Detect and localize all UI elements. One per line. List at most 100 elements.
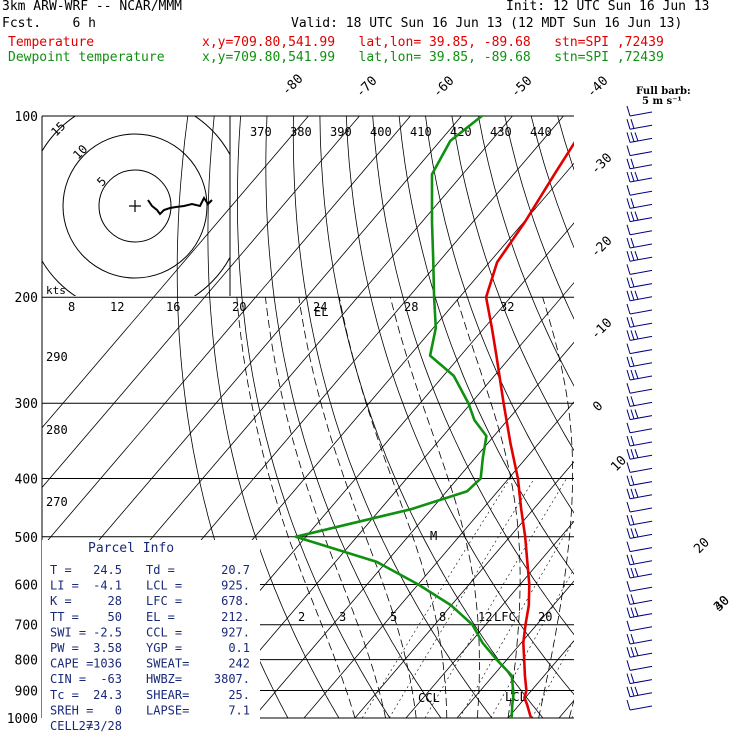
theta-label: 370 <box>250 125 272 139</box>
wind-barb <box>629 230 653 236</box>
isotherm-label: -60 <box>430 74 457 101</box>
mixing-ratio-label: 20 <box>232 300 246 314</box>
wind-barb-feather <box>634 528 639 538</box>
wind-barb-feather <box>626 699 631 711</box>
wind-barb-feather <box>626 488 631 499</box>
parcel-value: 24.3 <box>93 688 122 702</box>
level-annotation-lcl: LCL <box>505 690 527 704</box>
isotherm-label: 20 <box>691 535 713 557</box>
level-annotation-el: EL <box>314 305 328 319</box>
hodograph-ring-label: 10 <box>70 142 90 162</box>
wind-barb-feather <box>626 581 631 592</box>
wind-barb-feather <box>626 475 631 486</box>
pressure-label-800: 800 <box>15 654 38 669</box>
pressure-label-300: 300 <box>15 397 38 412</box>
wind-barb-feather <box>626 515 631 526</box>
temperature-trace <box>484 141 574 719</box>
parcel-value: SWI = <box>50 625 86 639</box>
wind-barb-feather <box>634 369 639 379</box>
moist-adiabat <box>339 297 448 718</box>
wind-barb-feather <box>630 171 635 182</box>
wind-barb-feather <box>626 462 631 473</box>
mixing-ratio-label: 32 <box>500 300 514 314</box>
wind-barb-feather <box>630 198 635 208</box>
wind-barb-feather <box>630 132 635 142</box>
parcel-value: 7.1 <box>228 703 250 717</box>
isotherm <box>42 116 309 429</box>
dewpoint-trace <box>294 116 515 719</box>
parcel-value: -2.5 <box>93 625 122 639</box>
pressure-label-500: 500 <box>15 531 38 546</box>
wind-barb <box>629 665 653 671</box>
parcel-value: LAPSE= <box>146 703 189 717</box>
wind-barb-feather <box>630 409 635 420</box>
wind-barb <box>629 547 653 553</box>
wind-barb-feather <box>630 356 635 367</box>
wind-barb-feather <box>626 343 631 354</box>
parcel-value: 925. <box>221 579 250 593</box>
parcel-value: 678. <box>221 594 250 608</box>
wind-barb-feather <box>630 475 635 486</box>
mixing-ratio-label: 8 <box>68 300 75 314</box>
isotherm-label: -80 <box>279 72 306 99</box>
theta-label: 440 <box>530 125 552 139</box>
wind-barb <box>629 626 653 632</box>
parcel-title: Parcel Info <box>88 541 174 556</box>
theta-label: 430 <box>490 125 512 139</box>
mixing-ratio-label: 24 <box>313 300 327 314</box>
isotherm-label: 10 <box>608 453 630 475</box>
parcel-value: 212. <box>221 610 250 624</box>
parcel-value: LCL = <box>146 579 182 593</box>
wind-barb-feather <box>630 528 635 538</box>
sounding-traces <box>294 116 574 719</box>
wind-barb-feather <box>630 647 635 657</box>
wind-barb <box>629 388 653 394</box>
wind-barb-feather <box>634 132 639 142</box>
wind-barb <box>629 705 653 711</box>
wind-barb-feather <box>626 647 631 658</box>
wind-barb-feather <box>630 435 635 446</box>
wind-barb-feather <box>630 673 635 684</box>
isotherm-label: -40 <box>584 74 611 101</box>
mixing-ratio-label: 16 <box>166 300 180 314</box>
wind-barb-feather <box>626 303 631 315</box>
theta-label: 410 <box>410 125 432 139</box>
wind-barb-feather <box>626 528 631 539</box>
dry-adiabat <box>345 116 574 696</box>
parcel-value: 0 <box>115 703 122 717</box>
legend-temperature: Temperature <box>8 35 95 50</box>
parcel-value: TT = <box>50 610 79 624</box>
parcel-value: Tc = <box>50 688 79 702</box>
parcel-value: 1036 <box>93 657 122 671</box>
parcel-value: CELL = <box>50 719 93 733</box>
wind-barb-feather <box>626 633 631 645</box>
wind-barb-feather <box>626 132 631 143</box>
dry-adiabat <box>584 116 740 718</box>
wind-barb-feather <box>626 567 631 579</box>
parcel-value: 3807. <box>214 672 250 686</box>
wind-barb-feather <box>626 594 631 605</box>
hodograph-ring-label: 5 <box>94 174 109 189</box>
wind-barb-feather <box>626 211 631 222</box>
wind-barb-feather <box>626 541 631 552</box>
wind-barb-feather <box>626 224 631 235</box>
theta-label-low: 280 <box>46 423 68 437</box>
wind-barb-feather <box>630 290 635 301</box>
wind-barb-feather <box>634 251 639 260</box>
hodograph-trace <box>147 196 213 216</box>
wind-barb-feather <box>630 554 635 565</box>
parcel-value: CCL = <box>146 625 182 639</box>
wind-barb-feather <box>626 185 631 196</box>
wind-barb-feather <box>630 317 635 327</box>
wind-barb-feather <box>626 198 631 209</box>
wind-barb-feather <box>626 290 631 301</box>
pressure-label-900: 900 <box>15 684 38 699</box>
dry-adiabat <box>663 116 740 718</box>
isotherm-label: -70 <box>353 74 380 101</box>
wind-barbs <box>626 105 653 711</box>
isotherm-label: -10 <box>588 316 615 343</box>
wind-barb-feather <box>626 145 631 156</box>
wind-barb-feather <box>630 449 635 459</box>
wind-barb-feather <box>626 264 631 275</box>
mixing-ratio-line <box>571 712 574 719</box>
